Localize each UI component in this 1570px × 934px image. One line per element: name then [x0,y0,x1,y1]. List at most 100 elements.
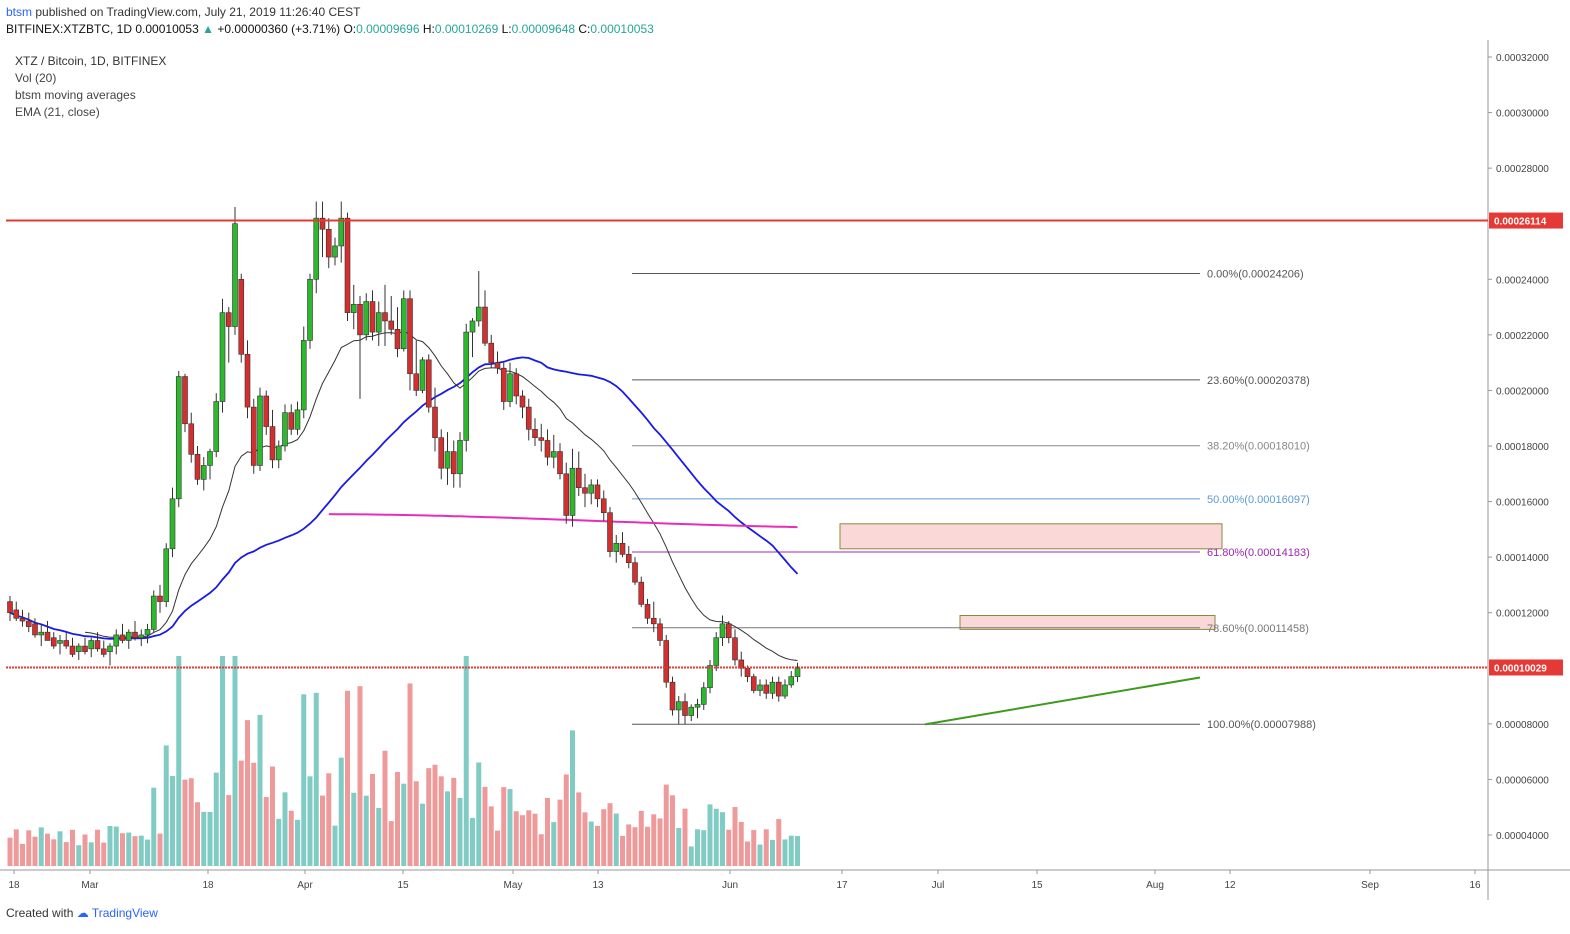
candle-body [32,623,38,636]
fib-label: 61.80%(0.00014183) [1207,547,1310,559]
volume-bar [570,730,575,866]
candle-body [713,637,720,666]
volume-bar [376,807,382,866]
price-tick-label: 0.00004000 [1496,831,1549,842]
candle-body [257,395,263,466]
candle-body [407,298,413,375]
volume-bar [463,656,469,866]
author-link[interactable]: btsm [6,5,33,19]
candle-body [169,498,176,550]
volume-bar [307,776,313,866]
publish-text: published on TradingView.com, July 21, 2… [35,5,361,19]
volume-bar [332,825,338,866]
candle-body [425,359,432,408]
candle-body [432,406,438,438]
volume-bar [720,812,725,866]
candle-body [607,512,613,552]
time-tick-label: 18 [202,880,214,891]
volume-bar [226,795,232,866]
price-tick-label: 0.00018000 [1496,442,1549,453]
price-tick-label: 0.00032000 [1496,53,1549,64]
candle-body [744,667,751,677]
candle-body [50,637,57,647]
candle-body [388,320,395,330]
price-tick-label: 0.00008000 [1496,720,1549,731]
volume-bar [632,827,638,866]
fib-label: 38.20%(0.00018010) [1207,441,1310,453]
volume-bar [595,825,600,866]
candle-body [438,437,445,469]
volume-bar [745,841,750,866]
candle-body [625,554,632,563]
candle-body [719,623,726,639]
volume-bar [695,829,700,866]
volume-bar [520,815,525,866]
volume-bar [276,818,282,866]
fib-label: 100.00%(0.00007988) [1207,719,1316,731]
volume-bar [532,813,538,866]
support-trendline [924,676,1201,726]
candle-body [482,306,488,344]
high-label: H: [422,22,435,36]
candle-body [225,312,232,327]
candle-body [350,303,357,313]
volume-bar [38,827,44,866]
tradingview-logo-icon[interactable]: ☁ [76,906,89,920]
volume-bar [445,791,450,866]
volume-bar [457,797,463,866]
candle-body [363,301,370,336]
volume-bar [313,692,319,866]
volume-bar [301,694,307,866]
volume-bar [476,762,482,866]
candle-body [132,631,138,639]
candle-body [313,217,320,280]
volume-bar [120,833,125,866]
volume-bar [738,821,744,866]
current-price-tag [1489,659,1563,676]
volume-bars [7,656,800,866]
volume-bar [51,839,57,866]
candle-body [550,451,557,458]
candle-body [300,340,307,411]
time-tick-label: May [504,880,523,891]
volume-bar [563,774,569,866]
volume-bar [657,818,663,866]
volume-bar [651,814,657,866]
volume-bar [182,779,188,866]
volume-bar [326,773,332,866]
volume-bar [401,783,407,866]
volume-bar [763,829,769,866]
volume-bar [432,764,438,866]
volume-bar [713,808,719,866]
fib-label: 0.00%(0.00024206) [1207,269,1304,281]
volume-bar [157,833,163,866]
tradingview-link[interactable]: TradingView [91,906,158,920]
volume-bar [482,786,488,866]
candle-body [732,637,738,661]
upper-resistance-zone [839,523,1223,550]
candle-body [494,362,501,369]
candle-body [182,376,188,425]
price-tick-label: 0.00014000 [1496,553,1549,564]
price-tick-label: 0.00006000 [1496,775,1549,786]
volume-bar [395,771,400,866]
time-tick-label: Mar [81,880,99,891]
chart-legend: XTZ / Bitcoin, 1D, BITFINEX Vol (20) bts… [15,53,166,121]
candle-body [619,542,626,555]
candle-body [63,640,70,647]
candle-body [357,303,363,336]
volume-bar [557,799,563,866]
volume-bar [688,846,694,866]
volume-bar [88,842,94,866]
volume-bar [507,789,513,866]
candle-body [119,634,126,641]
volume-bar [495,830,500,866]
candle-body [450,451,457,475]
price-chart[interactable]: 0.00%(0.00024206) 23.60%(0.00020378) 38.20… [0,40,1570,900]
candle-body [375,312,382,333]
candle-body [419,359,426,391]
candle-body [232,223,238,327]
candle-body [757,684,763,691]
volume-bar [438,776,444,866]
time-tick-label: Sep [1361,880,1379,891]
